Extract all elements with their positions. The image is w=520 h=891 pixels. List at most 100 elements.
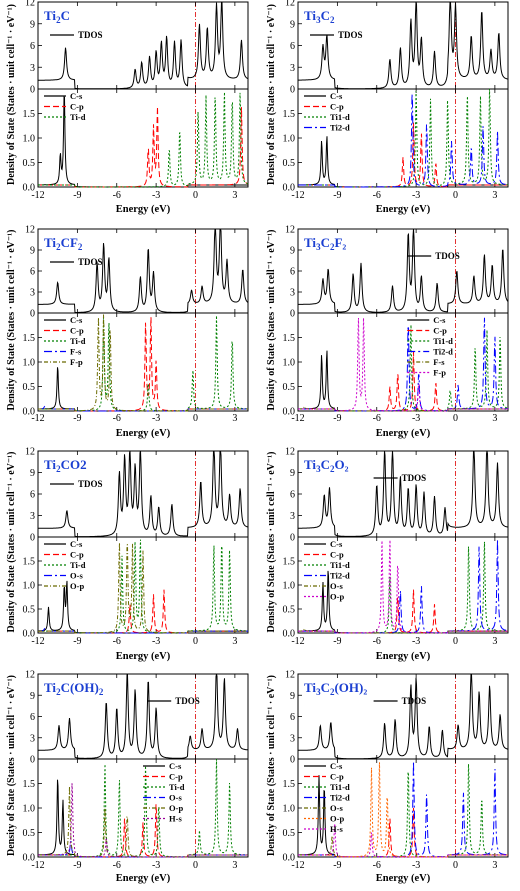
xtick-label: -9 [73, 860, 81, 871]
bottom-panel-ytick-label: 1.5 [283, 333, 296, 344]
pdos-legend-label: C-p [433, 326, 447, 336]
bottom-panel-ytick-label: 0.0 [283, 407, 296, 418]
top-panel-ytick-label: 9 [290, 691, 295, 702]
pdos-series-f-s [298, 405, 508, 412]
bottom-panel-ytick-label: 1.5 [23, 109, 36, 120]
top-panel-ytick-label: 12 [25, 0, 35, 9]
panel-5: 036912Ti3C2O₂TDOS0.00.51.01.5C-sC-pTi1-d… [266, 447, 509, 662]
xtick-label: 0 [193, 413, 198, 424]
y-axis-label: Density of State (States · unit cell⁻¹ ·… [266, 452, 277, 633]
xtick-label: -12 [31, 636, 44, 647]
pdos-legend-label: C-s [70, 91, 83, 101]
top-panel-ytick-label: 12 [285, 225, 295, 236]
panel-title: Ti2CO2 [44, 457, 87, 474]
top-panel-ytick-label: 0 [30, 755, 35, 766]
bottom-panel-ytick-label: 1.5 [283, 109, 296, 120]
top-panel-ytick-label: 0 [290, 755, 295, 766]
tdos-line [38, 1, 249, 90]
bottom-panel-ytick-label: 1.0 [283, 134, 296, 145]
bottom-panel-ytick-label: 1.5 [283, 557, 296, 568]
title-tail: F₂ [334, 235, 346, 250]
xtick-label: -12 [291, 860, 304, 871]
title-sub: 2 [56, 464, 61, 474]
top-panel-ytick-label: 6 [290, 267, 295, 278]
title-sub: 2 [99, 687, 104, 697]
top-panel-ytick-label: 3 [290, 63, 295, 74]
top-panel-ytick-label: 3 [30, 733, 35, 744]
top-panel-ytick-label: 6 [30, 712, 35, 723]
title-main: Ti [304, 235, 316, 250]
xtick-label: -12 [291, 636, 304, 647]
bottom-panel-ytick-label: 0.5 [283, 382, 296, 393]
y-axis-label: Density of State (States · unit cell⁻¹ ·… [266, 4, 277, 185]
title-main: Ti [304, 8, 316, 23]
x-axis-label: Energy (eV) [116, 428, 171, 439]
bottom-panel-ytick-label: 0.5 [283, 605, 296, 616]
top-panel-ytick-label: 6 [30, 267, 35, 278]
xtick-label: -12 [31, 413, 44, 424]
pdos-legend-label: Ti2-d [330, 123, 350, 133]
top-panel-ytick-label: 12 [285, 0, 295, 9]
x-axis-label: Energy (eV) [116, 204, 171, 215]
bottom-panel-ytick-label: 0.0 [283, 853, 296, 864]
y-axis-label: Density of State (States · unit cell⁻¹ ·… [266, 230, 277, 411]
bottom-panel-ytick-label: 1.0 [23, 581, 36, 592]
top-panel-ytick-label: 3 [30, 511, 35, 522]
title-main: Ti [44, 235, 56, 250]
title-mid: C [321, 235, 330, 250]
x-axis-label: Energy (eV) [116, 873, 171, 884]
title-mid: C(OH) [61, 680, 99, 695]
bottom-panel-ytick-label: 0.5 [23, 158, 36, 169]
pdos-legend-label: O-p [330, 814, 344, 824]
bottom-panel-ytick-label: 1.0 [283, 804, 296, 815]
bottom-panel-ytick-label: 0.5 [23, 828, 36, 839]
y-axis-label: Density of State (States · unit cell⁻¹ ·… [266, 675, 277, 856]
xtick-label: -3 [412, 860, 420, 871]
pdos-legend-label: F-p [433, 368, 446, 378]
xtick-label: -6 [373, 860, 381, 871]
title-main: Ti [44, 680, 56, 695]
pdos-legend-label: C-s [70, 539, 83, 549]
title-main: Ti [44, 8, 56, 23]
pdos-legend-label: O-s [330, 581, 343, 591]
top-panel-ytick-label: 9 [30, 19, 35, 30]
pdos-legend-label: C-s [330, 539, 343, 549]
title-sub: 2 [56, 687, 61, 697]
pdos-legend-label: O-s [70, 571, 83, 581]
pdos-series-ti-d [38, 315, 248, 412]
xtick-label: -6 [113, 190, 121, 201]
pdos-legend-label: O-p [169, 803, 183, 813]
pdos-legend-label: F-s [70, 347, 82, 357]
tdos-line [298, 228, 509, 313]
top-panel-ytick-label: 3 [290, 511, 295, 522]
xtick-label: 0 [193, 636, 198, 647]
pdos-legend-label: Ti-d [70, 560, 86, 570]
xtick-label: -9 [333, 413, 341, 424]
xtick-label: 0 [453, 413, 458, 424]
pdos-legend-label: O-p [70, 581, 84, 591]
pdos-legend-label: Ti-d [70, 112, 86, 122]
xtick-label: -12 [291, 413, 304, 424]
xtick-label: -3 [152, 860, 160, 871]
pdos-legend-label: C-p [70, 102, 84, 112]
xtick-label: 0 [453, 636, 458, 647]
panel-7: 036912Ti3C2(OH)₂TDOS0.00.51.01.5C-sC-pTi… [266, 670, 509, 884]
xtick-label: 0 [193, 190, 198, 201]
top-panel-ytick-label: 12 [25, 225, 35, 236]
xtick-label: 3 [232, 636, 237, 647]
title-sub: 2 [330, 464, 335, 474]
pdos-legend-label: C-p [169, 772, 183, 782]
title-tail: O₂ [334, 457, 348, 472]
y-axis-label: Density of State (States · unit cell⁻¹ ·… [6, 452, 17, 633]
title-main: Ti [304, 457, 316, 472]
pdos-series-f-p [38, 314, 248, 412]
pdos-legend-label: O-s [169, 793, 182, 803]
top-panel-ytick-label: 9 [30, 246, 35, 257]
bottom-panel-ytick-label: 0.5 [283, 828, 296, 839]
panel-3: 036912Ti3C2F₂TDOS0.00.51.01.5C-sC-pTi1-d… [266, 225, 509, 439]
x-axis-label: Energy (eV) [376, 651, 431, 662]
top-panel-ytick-label: 0 [290, 85, 295, 96]
title-sub: 2 [78, 242, 83, 252]
top-panel-ytick-label: 9 [290, 19, 295, 30]
